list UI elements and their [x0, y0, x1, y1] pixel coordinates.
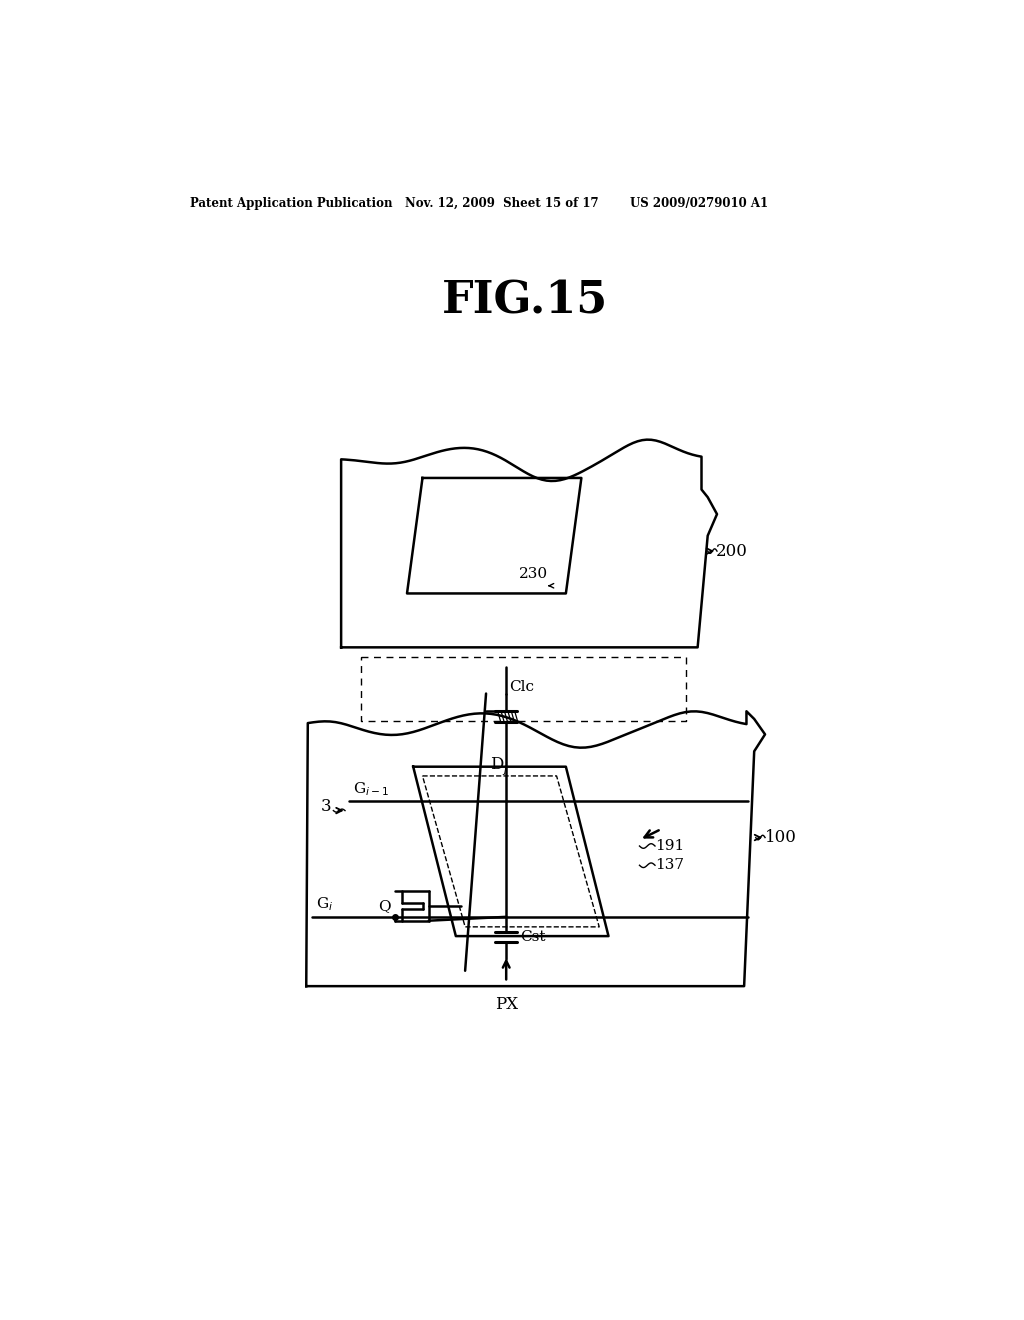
Text: 230: 230 — [519, 568, 549, 581]
Text: 191: 191 — [655, 840, 684, 853]
Text: D$_j$: D$_j$ — [489, 755, 509, 777]
Text: Patent Application Publication: Patent Application Publication — [190, 197, 392, 210]
Text: 200: 200 — [716, 543, 748, 560]
Text: G$_{i-1}$: G$_{i-1}$ — [352, 780, 389, 797]
Text: Nov. 12, 2009  Sheet 15 of 17: Nov. 12, 2009 Sheet 15 of 17 — [406, 197, 599, 210]
Text: Cst: Cst — [520, 929, 546, 944]
Text: 137: 137 — [655, 858, 684, 873]
Text: G$_i$: G$_i$ — [316, 895, 334, 913]
Text: PX: PX — [495, 997, 518, 1014]
Text: Q: Q — [378, 899, 391, 913]
Text: Clc: Clc — [509, 680, 535, 693]
Text: 3: 3 — [321, 799, 331, 816]
Text: FIG.15: FIG.15 — [441, 280, 608, 322]
Text: 100: 100 — [765, 829, 797, 846]
Text: US 2009/0279010 A1: US 2009/0279010 A1 — [630, 197, 768, 210]
